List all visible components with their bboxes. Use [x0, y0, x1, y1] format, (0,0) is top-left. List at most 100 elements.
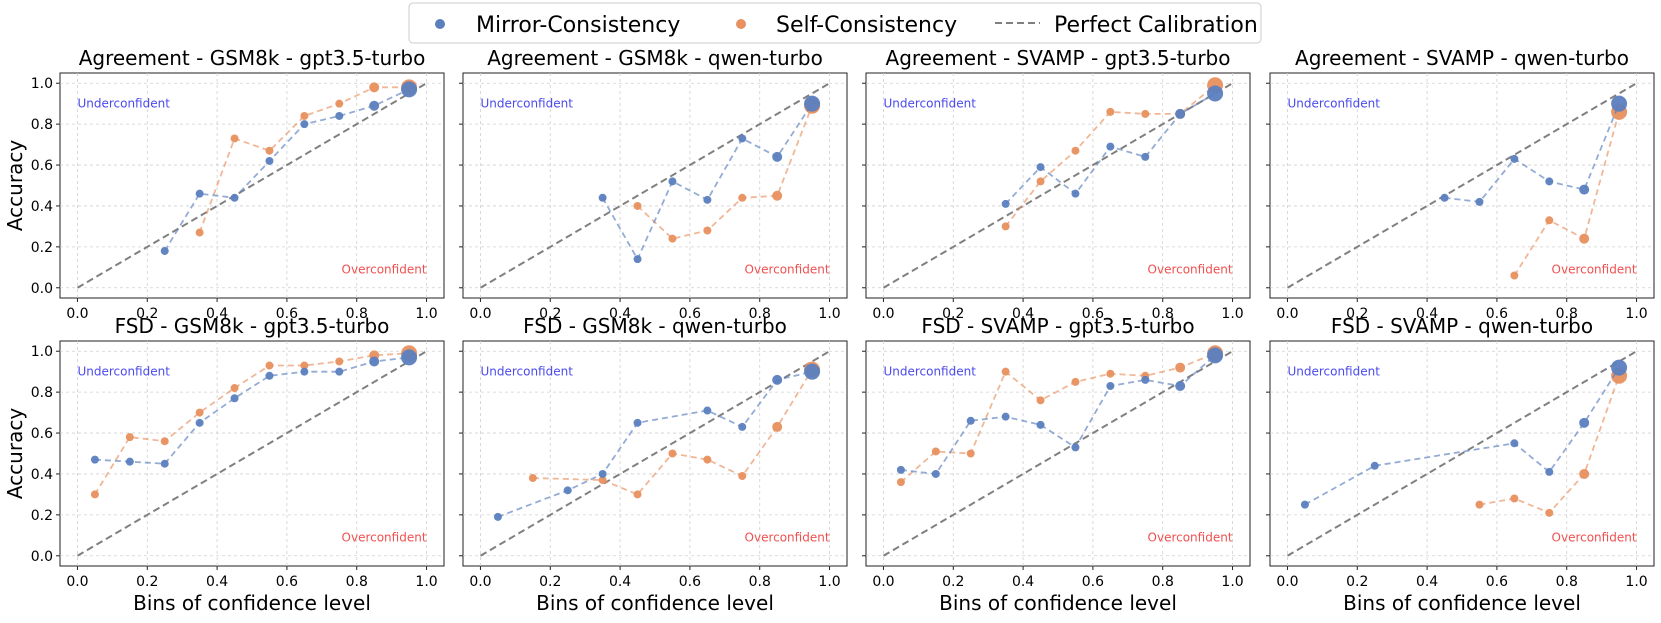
x-tick-label: 0.4 — [1012, 574, 1034, 590]
mirror-point — [1071, 189, 1080, 198]
mirror-consistency-line — [900, 354, 1216, 475]
x-tick-label: 0.2 — [1346, 574, 1368, 590]
self-point — [125, 433, 134, 442]
x-tick-label: 1.0 — [818, 574, 840, 590]
x-tick-label: 0.6 — [276, 574, 298, 590]
self-point — [1510, 271, 1519, 280]
panel-title: Agreement - GSM8k - gpt3.5-turbo — [79, 46, 426, 70]
y-tick-label: 0.8 — [31, 117, 53, 133]
self-point — [668, 234, 677, 243]
panel-title: FSD - GSM8k - qwen-turbo — [523, 314, 787, 338]
self-point — [966, 449, 975, 458]
self-point — [1071, 146, 1080, 155]
self-point — [1141, 109, 1150, 118]
legend-self-marker — [736, 19, 746, 29]
mirror-point — [1545, 177, 1554, 186]
x-tick-label: 0.8 — [346, 574, 368, 590]
self-point — [230, 384, 239, 393]
mirror-point — [401, 349, 418, 366]
mirror-point — [931, 469, 940, 478]
x-tick-label: 1.0 — [1221, 574, 1243, 590]
panel-2: 0.0 0.2 0.4 0.6 0.8 1.0 Underconfident Overconf… — [459, 46, 848, 322]
perfect-calibration-line — [1286, 350, 1638, 557]
x-tick-label: 0.8 — [346, 306, 368, 322]
x-tick-label: 0.0 — [469, 574, 491, 590]
mirror-point — [265, 156, 274, 165]
y-tick-label: 0.0 — [31, 281, 53, 297]
x-tick-label: 0.0 — [469, 306, 491, 322]
mirror-point — [772, 151, 783, 162]
self-point — [265, 361, 274, 370]
underconfident-label: Underconfident — [1287, 365, 1380, 379]
self-point — [369, 82, 380, 93]
x-axis-label: Bins of confidence level — [536, 591, 774, 615]
x-tick-label: 0.4 — [609, 306, 631, 322]
x-tick-label: 0.2 — [1346, 306, 1368, 322]
self-point — [738, 193, 747, 202]
legend-perfect-label: Perfect Calibration — [1054, 13, 1258, 38]
self-point — [90, 490, 99, 499]
perfect-calibration-line — [479, 82, 831, 289]
mirror-point — [300, 120, 309, 129]
self-point — [703, 226, 712, 235]
self-point — [1106, 107, 1115, 116]
mirror-point — [1579, 417, 1590, 428]
x-tick-label: 1.0 — [1625, 306, 1647, 322]
x-tick-label: 0.8 — [1556, 306, 1578, 322]
mirror-point — [90, 455, 99, 464]
mirror-point — [1510, 439, 1519, 448]
perfect-calibration-line — [882, 82, 1234, 289]
x-tick-label: 0.6 — [1486, 574, 1508, 590]
mirror-point — [1001, 412, 1010, 421]
underconfident-label: Underconfident — [883, 97, 976, 111]
mirror-point — [772, 374, 783, 385]
self-point — [335, 357, 344, 366]
mirror-point — [738, 422, 747, 431]
self-point — [300, 111, 309, 120]
mirror-point — [401, 81, 418, 98]
x-tick-label: 0.6 — [679, 306, 701, 322]
x-tick-label: 0.2 — [539, 574, 561, 590]
panel-title: FSD - SVAMP - gpt3.5-turbo — [921, 314, 1194, 338]
x-axis-label: Bins of confidence level — [939, 591, 1177, 615]
x-tick-label: 1.0 — [1625, 574, 1647, 590]
self-point — [1510, 494, 1519, 503]
mirror-consistency-line — [1444, 103, 1620, 203]
mirror-point — [265, 371, 274, 380]
mirror-point — [300, 367, 309, 376]
mirror-point — [1106, 382, 1115, 390]
self-consistency-line — [94, 352, 410, 495]
self-point — [1545, 508, 1554, 517]
mirror-point — [1141, 375, 1150, 384]
panel-title: FSD - GSM8k - gpt3.5-turbo — [115, 314, 390, 338]
self-point — [1001, 222, 1010, 231]
mirror-point — [1545, 467, 1554, 476]
y-tick-label: 0.6 — [31, 158, 53, 174]
perfect-calibration-line — [882, 350, 1234, 557]
mirror-point — [1001, 199, 1010, 208]
self-point — [1071, 377, 1080, 386]
self-point — [1545, 216, 1554, 225]
overconfident-label: Overconfident — [1148, 530, 1233, 544]
self-point — [195, 408, 204, 417]
mirror-point — [598, 193, 607, 202]
underconfident-label: Underconfident — [480, 365, 573, 379]
self-point — [1475, 500, 1484, 509]
self-point — [668, 449, 677, 458]
x-tick-label: 0.0 — [1276, 574, 1298, 590]
self-point — [528, 474, 537, 483]
y-tick-label: 0.8 — [31, 385, 53, 401]
panel-3: 0.0 0.2 0.4 0.6 0.8 1.0 Underconfident Overconf… — [862, 46, 1251, 322]
y-axis-label: Accuracy — [3, 140, 27, 231]
self-point — [633, 201, 642, 210]
mirror-point — [1440, 193, 1449, 202]
y-tick-label: 1.0 — [31, 76, 53, 92]
x-tick-label: 1.0 — [415, 306, 437, 322]
x-tick-label: 0.4 — [1416, 306, 1438, 322]
panel-title: FSD - SVAMP - qwen-turbo — [1331, 314, 1593, 338]
panel-6: 0.0 0.2 0.4 0.6 0.8 1.0 Underconfident Overconf… — [459, 314, 848, 615]
self-consistency-line — [532, 369, 813, 496]
mirror-point — [1071, 443, 1080, 452]
overconfident-label: Overconfident — [745, 262, 830, 276]
x-tick-label: 0.2 — [942, 574, 964, 590]
